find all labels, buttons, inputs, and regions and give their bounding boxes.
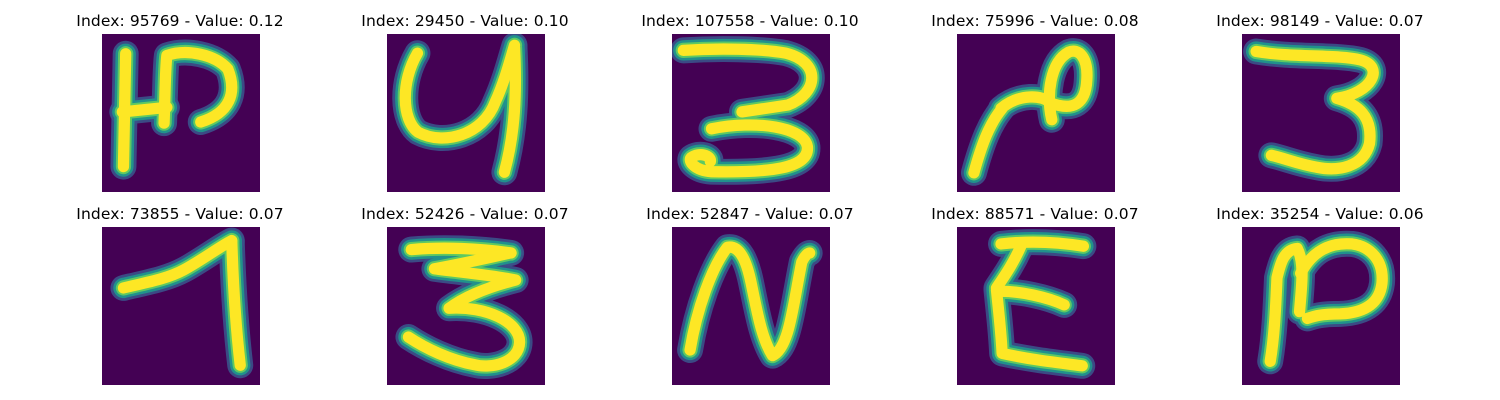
panel-title: Index: 35254 - Value: 0.06 [1216,205,1424,223]
image-panel-3: Index: 107558 - Value: 0.10 [600,0,900,192]
digit-image [672,34,830,192]
panel-title: Index: 75996 - Value: 0.08 [931,12,1139,30]
image-panel-8: Index: 52847 - Value: 0.07 [600,193,900,385]
image-panel-1: Index: 95769 - Value: 0.12 [30,0,330,192]
glyph-stroke [110,227,254,379]
glyph-stroke [392,34,529,186]
image-panel-7: Index: 52426 - Value: 0.07 [315,193,615,385]
panel-title: Index: 29450 - Value: 0.10 [361,12,569,30]
glyph-stroke [672,36,825,185]
image-panel-9: Index: 88571 - Value: 0.07 [885,193,1185,385]
panel-title: Index: 107558 - Value: 0.10 [641,12,859,30]
digit-image [102,34,260,192]
glyph-stroke [983,229,1097,379]
image-panel-2: Index: 29450 - Value: 0.10 [315,0,615,192]
glyph-stroke [395,235,533,379]
digit-image [387,227,545,385]
image-panel-6: Index: 73855 - Value: 0.07 [30,193,330,385]
digit-image [957,34,1115,192]
image-panel-5: Index: 98149 - Value: 0.07 [1170,0,1470,192]
glyph-stroke [1243,38,1386,182]
glyph-stroke [677,234,823,369]
panel-title: Index: 98149 - Value: 0.07 [1216,12,1424,30]
panel-title: Index: 88571 - Value: 0.07 [931,205,1139,223]
digit-image [957,227,1115,385]
digit-image [1242,34,1400,192]
image-panel-4: Index: 75996 - Value: 0.08 [885,0,1185,192]
image-panel-10: Index: 35254 - Value: 0.06 [1170,193,1470,385]
digit-image [102,227,260,385]
panel-title: Index: 95769 - Value: 0.12 [76,12,284,30]
digit-image [387,34,545,192]
panel-title: Index: 73855 - Value: 0.07 [76,205,284,223]
glyph-stroke [960,38,1100,186]
glyph-stroke [1257,230,1396,375]
glyph-stroke [109,39,245,180]
digit-image [672,227,830,385]
panel-title: Index: 52847 - Value: 0.07 [646,205,854,223]
panel-title: Index: 52426 - Value: 0.07 [361,205,569,223]
digit-image [1242,227,1400,385]
